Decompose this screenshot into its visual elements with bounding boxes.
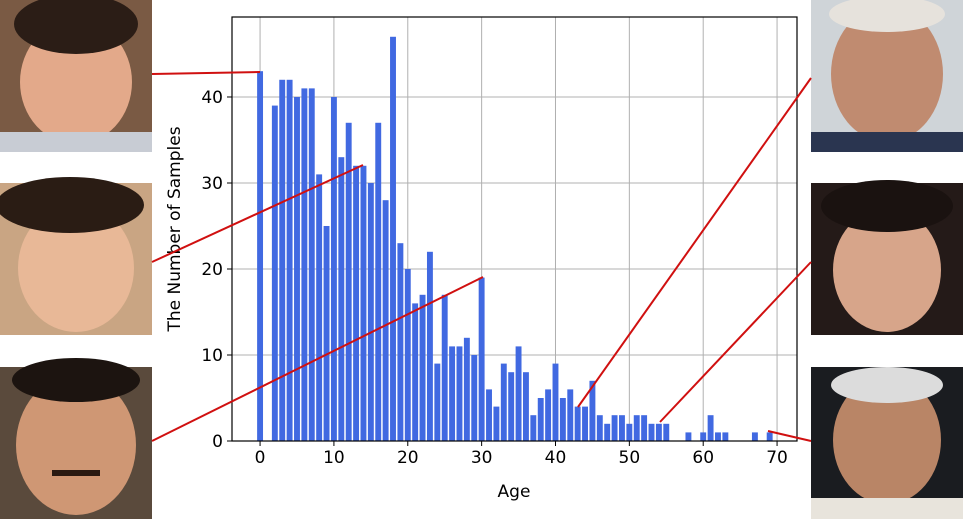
bar <box>301 88 308 442</box>
bar <box>596 415 603 441</box>
bar <box>294 96 300 442</box>
y-tick-label: 0 <box>212 432 223 452</box>
y-tick-label: 40 <box>201 88 223 108</box>
bar <box>611 415 618 441</box>
face-photo <box>0 177 152 335</box>
bar <box>478 277 485 441</box>
bar <box>530 415 537 441</box>
bar <box>382 200 389 441</box>
bar <box>663 423 670 441</box>
bar <box>722 432 729 441</box>
bar <box>375 122 382 442</box>
bar <box>338 157 345 441</box>
y-tick-label: 20 <box>201 260 223 280</box>
bar <box>545 389 552 441</box>
bar <box>700 432 707 441</box>
bar <box>323 225 330 441</box>
bar <box>441 294 448 441</box>
bar <box>257 71 264 441</box>
bar <box>604 423 611 441</box>
y-axis-label: The Number of Samples <box>165 126 185 332</box>
connector-line <box>577 77 812 408</box>
bar <box>582 406 588 441</box>
bar <box>633 415 640 441</box>
bar <box>567 389 574 441</box>
bar <box>456 346 463 441</box>
x-tick-label: 30 <box>471 448 493 468</box>
bar <box>574 406 581 441</box>
bar <box>508 372 515 441</box>
connector-line <box>151 164 364 263</box>
bar <box>641 415 648 441</box>
x-tick-label: 50 <box>619 448 641 468</box>
bar <box>766 432 773 441</box>
bar <box>537 397 544 441</box>
bar <box>390 36 396 441</box>
bar <box>308 88 315 442</box>
bar <box>412 303 419 441</box>
bar <box>271 105 278 442</box>
bar <box>522 372 529 441</box>
bar <box>685 432 692 441</box>
bar <box>648 423 655 441</box>
x-tick-label: 60 <box>692 448 714 468</box>
bar <box>493 406 500 441</box>
bar <box>500 363 507 441</box>
axes-frame <box>231 16 798 442</box>
plot-layer: 0 10 20 30 40 50 60 70 0 10 20 30 40 <box>201 17 797 468</box>
bar <box>471 354 478 441</box>
bar <box>715 432 721 441</box>
bar <box>316 174 323 441</box>
bar <box>367 182 374 441</box>
face-photo <box>811 180 963 335</box>
bar <box>397 243 404 441</box>
connector-line <box>659 261 812 423</box>
bar <box>486 389 492 441</box>
bar <box>589 380 596 441</box>
y-tick-label: 30 <box>201 174 223 194</box>
bar <box>552 363 559 441</box>
y-tick-label: 10 <box>201 346 223 366</box>
face-photo <box>0 358 152 519</box>
bar <box>404 268 411 441</box>
bar <box>559 397 566 441</box>
x-tick-label: 40 <box>545 448 567 468</box>
bar <box>463 337 470 441</box>
bar <box>434 363 441 441</box>
bar <box>626 423 633 441</box>
x-axis-label: Age <box>498 482 531 502</box>
bar <box>655 423 662 441</box>
bar <box>619 415 625 441</box>
bar <box>751 432 758 441</box>
bar <box>279 79 286 441</box>
face-photo <box>0 0 152 152</box>
x-tick-label: 10 <box>323 448 345 468</box>
bar <box>345 122 352 442</box>
bar <box>426 251 433 441</box>
x-tick-label: 70 <box>766 448 788 468</box>
x-tick-label: 0 <box>255 448 266 468</box>
bar <box>360 165 367 441</box>
connector-line <box>151 276 484 442</box>
bar <box>419 294 426 441</box>
bar <box>449 346 456 441</box>
connector-lines <box>151 71 812 442</box>
bar <box>707 415 714 441</box>
connector-line <box>767 430 812 442</box>
x-tick-label: 20 <box>397 448 419 468</box>
bar <box>330 96 337 442</box>
connector-line <box>151 71 261 75</box>
bar <box>515 346 522 441</box>
bar <box>286 79 293 441</box>
face-photo <box>811 0 963 152</box>
bar <box>353 165 360 441</box>
face-photo <box>811 367 963 519</box>
